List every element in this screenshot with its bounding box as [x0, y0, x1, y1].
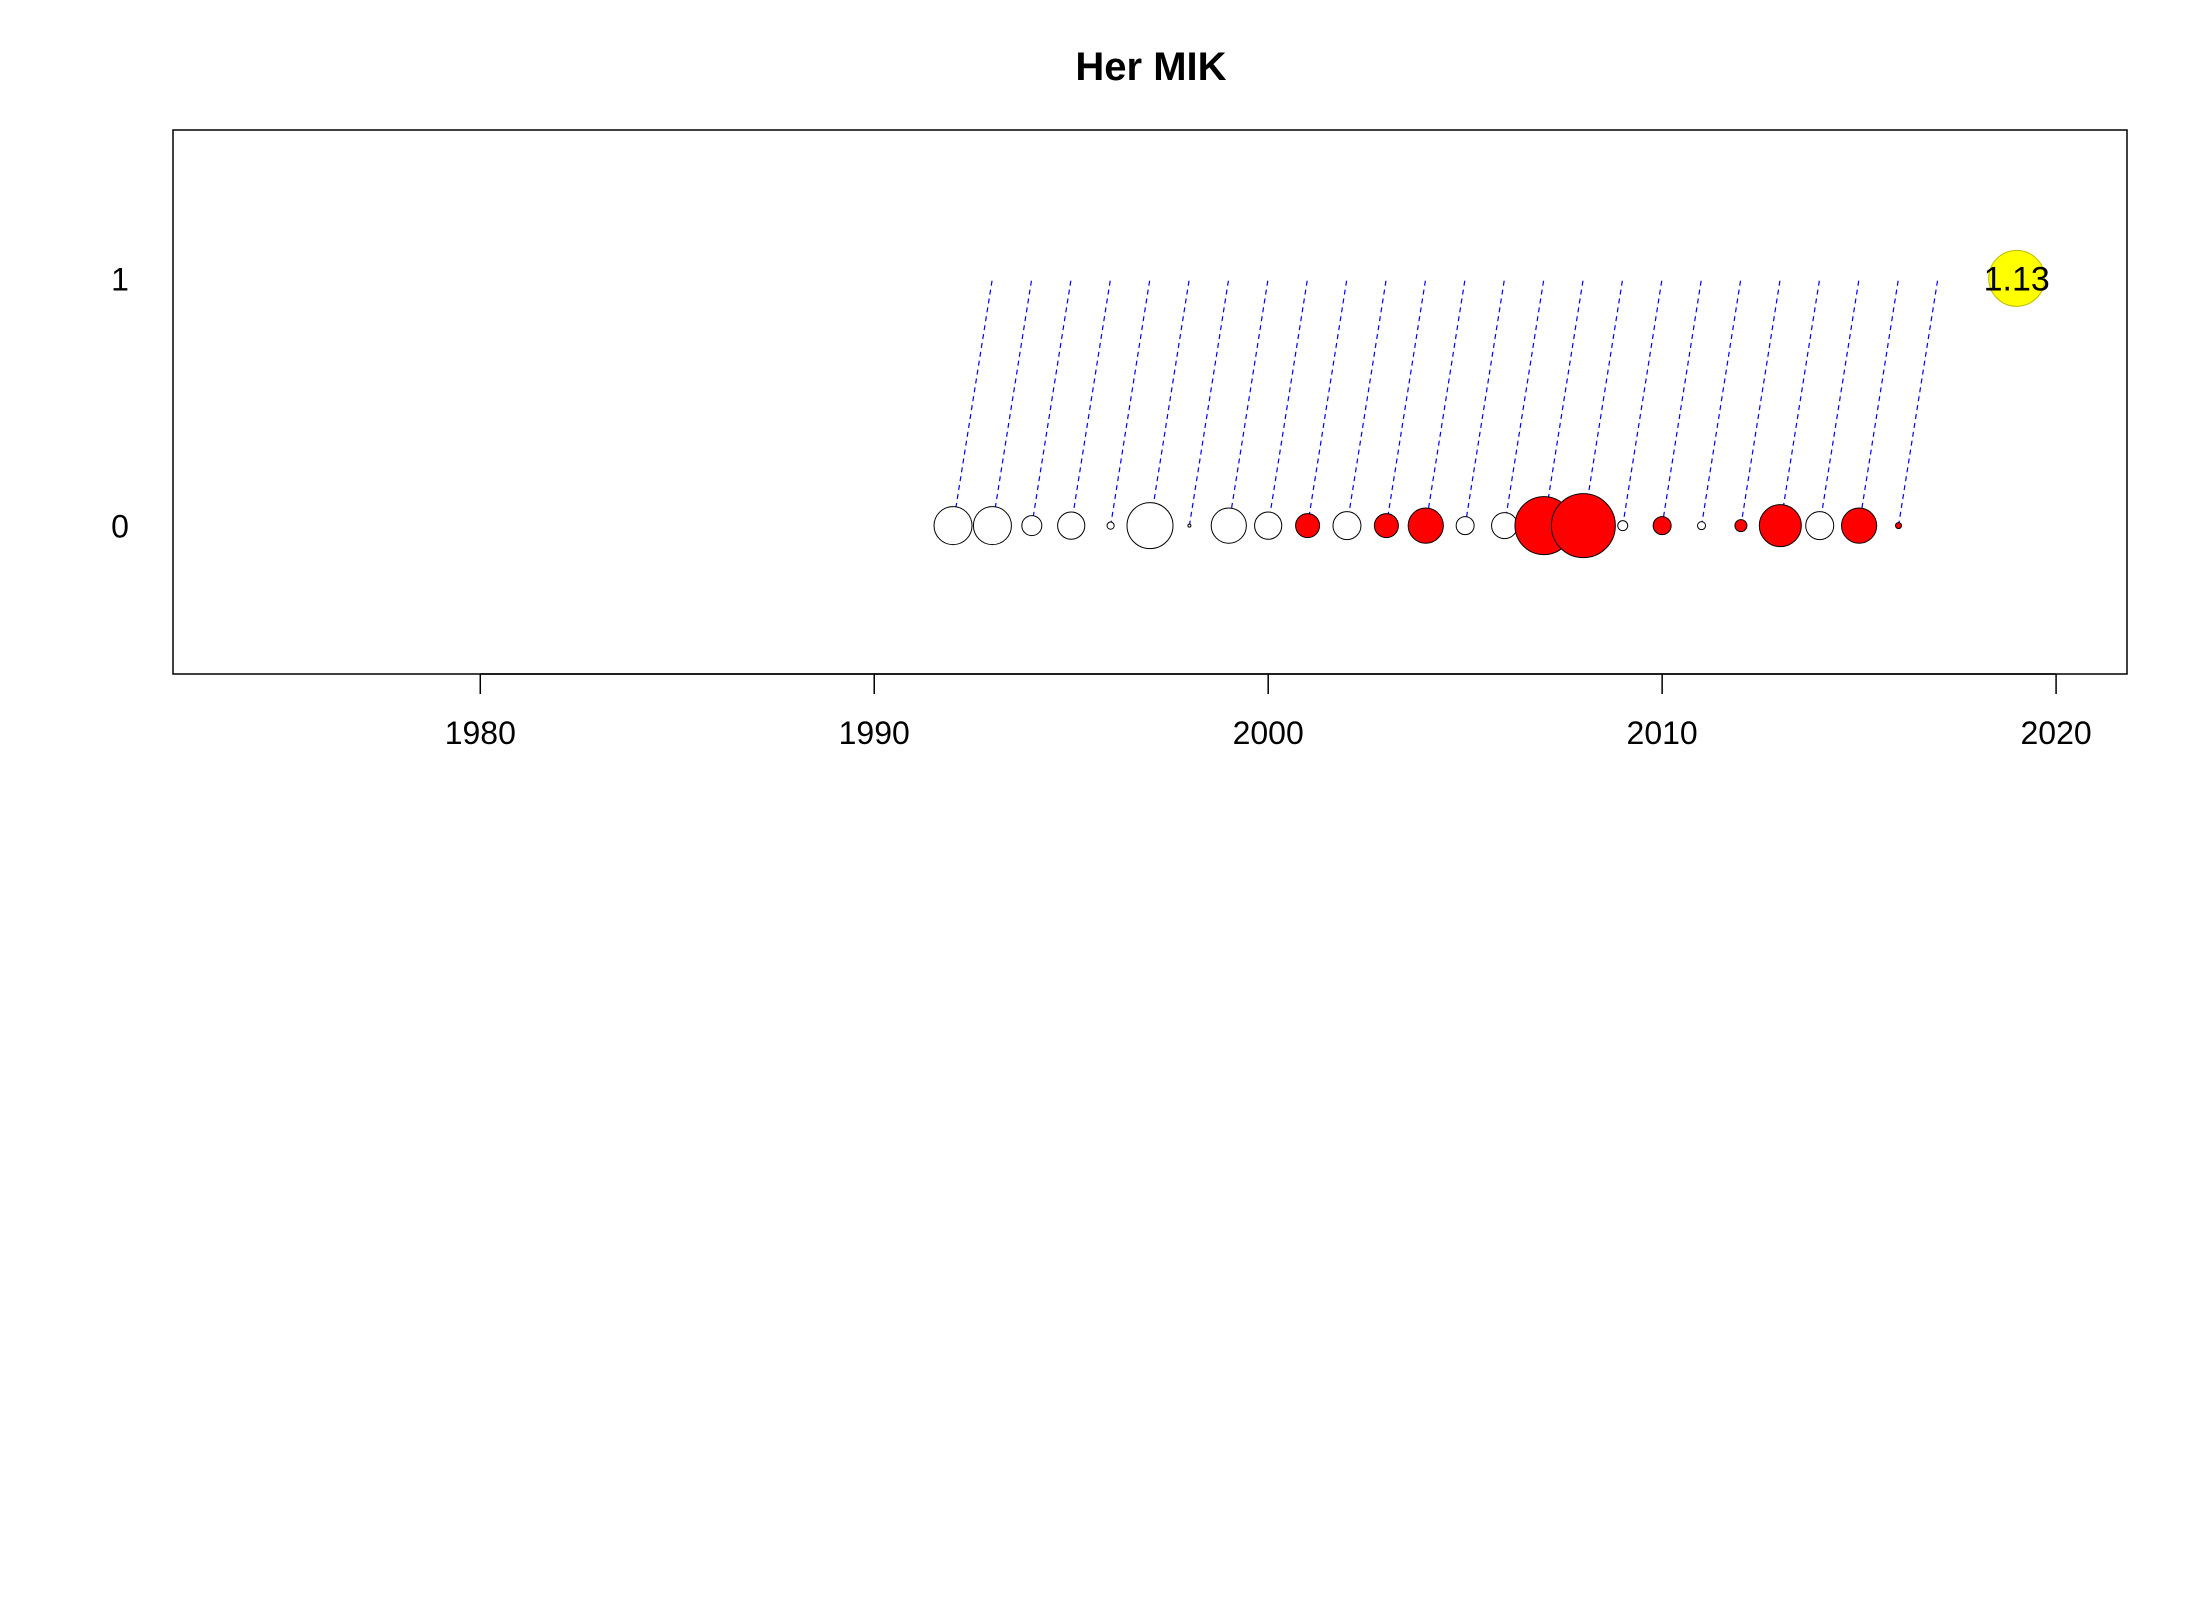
prediction-marker-group: 1.13 — [1984, 249, 2050, 307]
residual-bubble — [1254, 511, 1283, 540]
residual-bubble — [1758, 504, 1802, 548]
x-tick-label: 1990 — [839, 715, 910, 751]
x-tick-label: 2010 — [1627, 715, 1698, 751]
connector-line — [1779, 278, 1821, 526]
connector-line — [1149, 278, 1190, 526]
residual-bubble — [1734, 519, 1748, 533]
residual-bubble — [1187, 523, 1192, 528]
connector-line — [991, 278, 1033, 526]
connector-line — [1188, 278, 1230, 526]
x-axis: 1980 1990 2000 2010 2020 — [445, 673, 2092, 751]
connector-line — [1543, 278, 1584, 526]
connector-line — [1267, 278, 1309, 526]
prediction-bubble — [1988, 249, 2046, 307]
residual-bubble — [1617, 520, 1629, 532]
connector-line — [1385, 278, 1427, 526]
connector-line — [1622, 278, 1663, 526]
residual-bubble — [1697, 521, 1707, 531]
residual-bubble — [1652, 516, 1672, 536]
residual-bubble — [933, 506, 973, 546]
connector-line — [1425, 278, 1466, 526]
connector-lines — [952, 278, 1939, 526]
residual-bubbles — [933, 493, 1903, 559]
connector-line — [1740, 278, 1781, 526]
connector-line — [1661, 278, 1703, 526]
residual-bubble — [1455, 516, 1475, 536]
residual-bubble — [1805, 511, 1835, 541]
residual-bubble — [1332, 511, 1362, 541]
residual-bubble — [972, 506, 1012, 546]
y-tick-label: 1 — [111, 261, 129, 297]
connector-line — [1819, 278, 1860, 526]
connector-line — [1228, 278, 1269, 526]
connector-line — [1897, 278, 1939, 526]
prediction-label: 1.13 — [1984, 260, 2050, 298]
plot-frame — [172, 129, 2128, 675]
connector-line — [1070, 278, 1112, 526]
residual-bubble — [1210, 507, 1247, 544]
residual-bubble — [1021, 515, 1043, 537]
residual-bubble — [1895, 522, 1903, 530]
residual-bubble — [1407, 507, 1444, 544]
residual-bubble — [1106, 521, 1115, 530]
connector-line — [1858, 278, 1900, 526]
residual-bubble — [1295, 513, 1321, 539]
y-tick-label: 0 — [111, 509, 129, 545]
residual-bubble — [1491, 512, 1519, 540]
x-tick-label: 1980 — [445, 715, 516, 751]
chart-title: Her MIK — [1075, 45, 1226, 89]
connector-line — [1031, 278, 1072, 526]
connector-line — [1700, 278, 1742, 526]
x-tick-label: 2020 — [2020, 715, 2091, 751]
connector-line — [1582, 278, 1624, 526]
connector-line — [1464, 278, 1506, 526]
connector-line — [1306, 278, 1348, 526]
connector-line — [1503, 278, 1545, 526]
residual-bubble — [1550, 493, 1616, 559]
residual-bubble — [1126, 502, 1174, 550]
residual-bubble — [1373, 513, 1399, 539]
connector-line — [1110, 278, 1151, 526]
connector-line — [1346, 278, 1387, 526]
residual-bubble — [1841, 507, 1878, 544]
x-tick-label: 2000 — [1233, 715, 1304, 751]
residual-bubble — [1057, 511, 1086, 540]
connector-line — [952, 278, 994, 526]
y-axis: 01 — [111, 261, 129, 544]
